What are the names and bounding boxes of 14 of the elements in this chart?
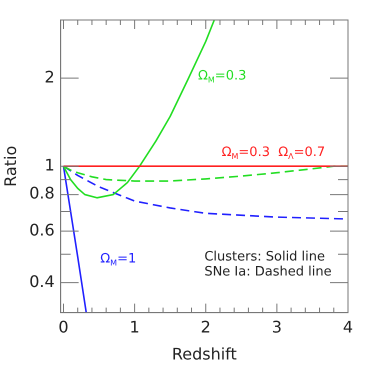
y-tick-label: 2	[44, 67, 55, 86]
y-tick-label: 1	[44, 155, 55, 174]
y-axis-title: Ratio	[0, 146, 20, 187]
y-tick-label: 0.4	[29, 272, 55, 291]
x-tick-label: 0	[58, 317, 69, 336]
annotation: SNe Ia: Dashed line	[204, 264, 332, 280]
x-tick-label: 2	[200, 317, 211, 336]
x-tick-label: 1	[130, 317, 140, 336]
x-tick-label: 3	[272, 317, 282, 336]
x-tick-label: 4	[342, 317, 354, 336]
y-tick-label: 0.6	[29, 220, 55, 240]
annotation: Clusters: Solid line	[204, 250, 326, 265]
y-tick-label: 0.8	[29, 184, 55, 203]
x-axis-title: Redshift	[172, 344, 237, 364]
